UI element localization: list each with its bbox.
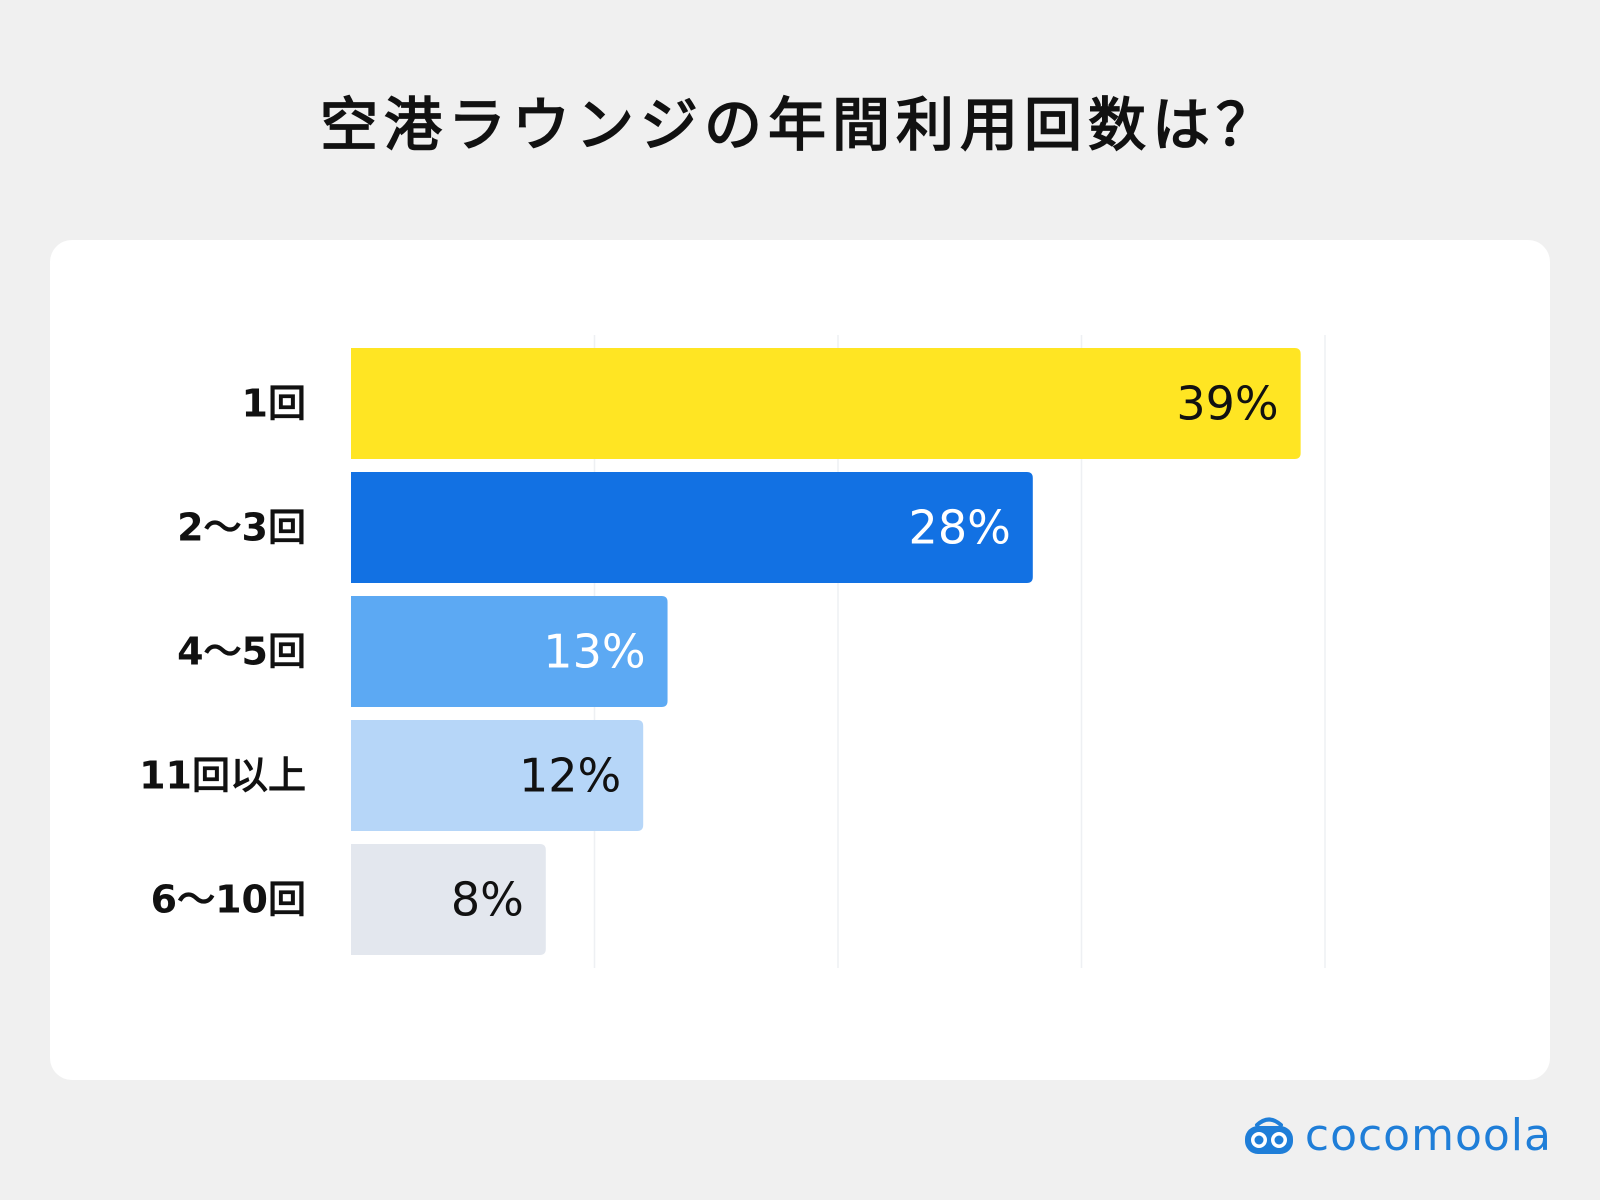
brand-logo: cocomoola xyxy=(1243,1110,1552,1161)
bar xyxy=(351,720,644,831)
chart-card: 1回 39% 2〜3回 28% 4〜5回 13% 11回以上 12% 6〜10回 8% xyxy=(50,240,1550,1080)
bar xyxy=(351,472,1033,583)
brand-name: cocomoola xyxy=(1304,1110,1552,1161)
category-label: 1回 xyxy=(242,382,306,426)
value-label: 39% xyxy=(1176,377,1278,431)
value-label: 28% xyxy=(909,501,1011,555)
bar xyxy=(351,348,1301,459)
cocomoola-logo-icon xyxy=(1244,1117,1293,1154)
value-label: 12% xyxy=(519,749,621,803)
bar xyxy=(351,844,546,955)
category-label: 4〜5回 xyxy=(177,630,306,674)
category-label: 2〜3回 xyxy=(177,506,306,550)
bar-chart: 1回 39% 2〜3回 28% 4〜5回 13% 11回以上 12% 6〜10回 8% xyxy=(139,335,1326,968)
page-title: 空港ラウンジの年間利用回数は？ xyxy=(319,91,1280,159)
bar xyxy=(351,596,668,707)
value-label: 8% xyxy=(451,873,524,927)
category-label: 11回以上 xyxy=(139,754,306,798)
value-label: 13% xyxy=(543,625,645,679)
category-label: 6〜10回 xyxy=(151,878,306,922)
